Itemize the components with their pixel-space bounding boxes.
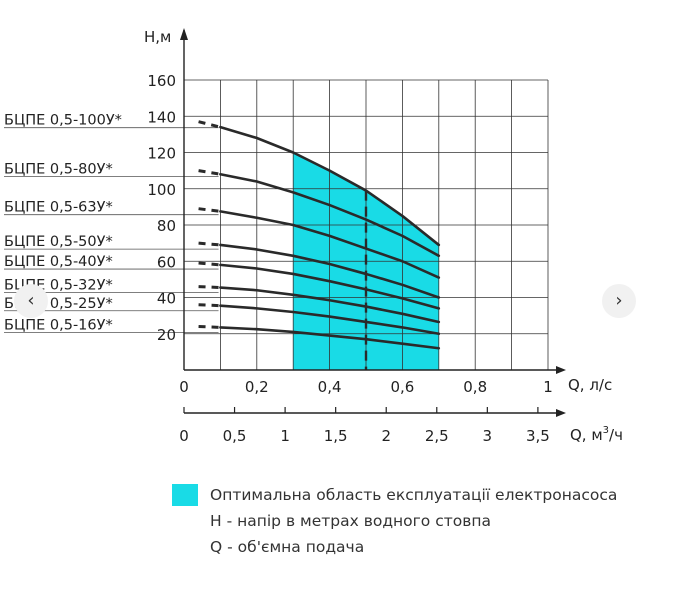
- x-tick-label-m3h: 3: [483, 427, 493, 445]
- optimal-area-swatch: [172, 484, 198, 506]
- series-label: БЦПЕ 0,5-16У*: [4, 318, 113, 334]
- pump-curve: [219, 210, 441, 279]
- x-tick-label-m3h: 3,5: [526, 427, 550, 445]
- y-axis-label: Н,м: [144, 28, 171, 46]
- carousel-next-button[interactable]: ›: [602, 284, 636, 318]
- y-tick-label: 140: [147, 108, 176, 126]
- legend-h-description: Н - напір в метрах водного стовпа: [210, 512, 492, 530]
- pump-curve: [219, 263, 441, 310]
- series-label: БЦПЕ 0,5-63У*: [4, 200, 113, 216]
- series-label: БЦПЕ 0,5-100У*: [4, 113, 122, 129]
- x-tick-label-ls: 0,2: [245, 378, 269, 396]
- x-axis-label-m3h-sup: 3: [603, 425, 609, 436]
- x-axis-label-m3h-main: Q, м: [570, 426, 603, 444]
- x-tick-label-m3h: 2: [381, 427, 391, 445]
- x-tick-label-m3h: 1,5: [324, 427, 348, 445]
- legend-optimal-area-label: Оптимальна область експлуатації електрон…: [210, 486, 618, 504]
- curve-start-dash: [198, 120, 221, 129]
- pump-curve: [219, 125, 441, 247]
- x-tick-label-ls: 0,8: [463, 378, 487, 396]
- curve-start-dash: [198, 169, 221, 176]
- y-tick-label: 80: [157, 217, 176, 235]
- pump-curve: [219, 304, 441, 336]
- x-tick-label-m3h: 1: [280, 427, 290, 445]
- curve-start-dash: [198, 241, 221, 247]
- legend-q-description: Q - об'ємна подача: [210, 538, 365, 556]
- y-tick-label: 160: [147, 72, 176, 90]
- x-axis-label-ls: Q, л/с: [568, 376, 612, 394]
- series-label: БЦПЕ 0,5-40У*: [4, 254, 113, 270]
- x-axis-arrow-m3h: [556, 409, 566, 417]
- legend-optimal-area: Оптимальна область експлуатації електрон…: [172, 482, 617, 508]
- curve-start-dash: [198, 325, 221, 329]
- curve-start-dash: [198, 207, 221, 213]
- pump-curve: [219, 326, 441, 350]
- pump-curve: [219, 286, 441, 324]
- y-tick-label: 20: [157, 326, 176, 344]
- curve-start-dash: [198, 285, 221, 290]
- x-axis-arrow-ls: [556, 366, 566, 374]
- x-tick-label-m3h: 0: [179, 427, 189, 445]
- y-tick-label: 40: [157, 290, 176, 308]
- y-tick-label: 100: [147, 181, 176, 199]
- curve-start-dash: [198, 303, 221, 308]
- y-tick-label: 120: [147, 145, 176, 163]
- x-tick-label-ls: 1: [543, 378, 553, 396]
- y-tick-label: 60: [157, 253, 176, 271]
- x-axis-label-m3h-tail: /ч: [609, 426, 623, 444]
- x-tick-label-m3h: 0,5: [223, 427, 247, 445]
- pump-curve: [219, 243, 441, 299]
- curve-start-dash: [198, 261, 221, 267]
- x-tick-label-ls: 0: [179, 378, 189, 396]
- x-tick-label-ls: 0,4: [318, 378, 342, 396]
- chart-legend: Оптимальна область експлуатації електрон…: [172, 482, 617, 560]
- series-label: БЦПЕ 0,5-80У*: [4, 162, 113, 178]
- carousel-prev-button[interactable]: ‹: [14, 284, 48, 318]
- x-axis-label-m3h: Q, м3/ч: [570, 425, 623, 444]
- chevron-left-icon: ‹: [27, 290, 35, 311]
- series-label: БЦПЕ 0,5-50У*: [4, 234, 113, 250]
- x-tick-label-m3h: 2,5: [425, 427, 449, 445]
- pump-curve: [219, 172, 441, 258]
- y-axis-arrow: [180, 28, 188, 40]
- chevron-right-icon: ›: [615, 290, 623, 311]
- x-tick-label-ls: 0,6: [390, 378, 414, 396]
